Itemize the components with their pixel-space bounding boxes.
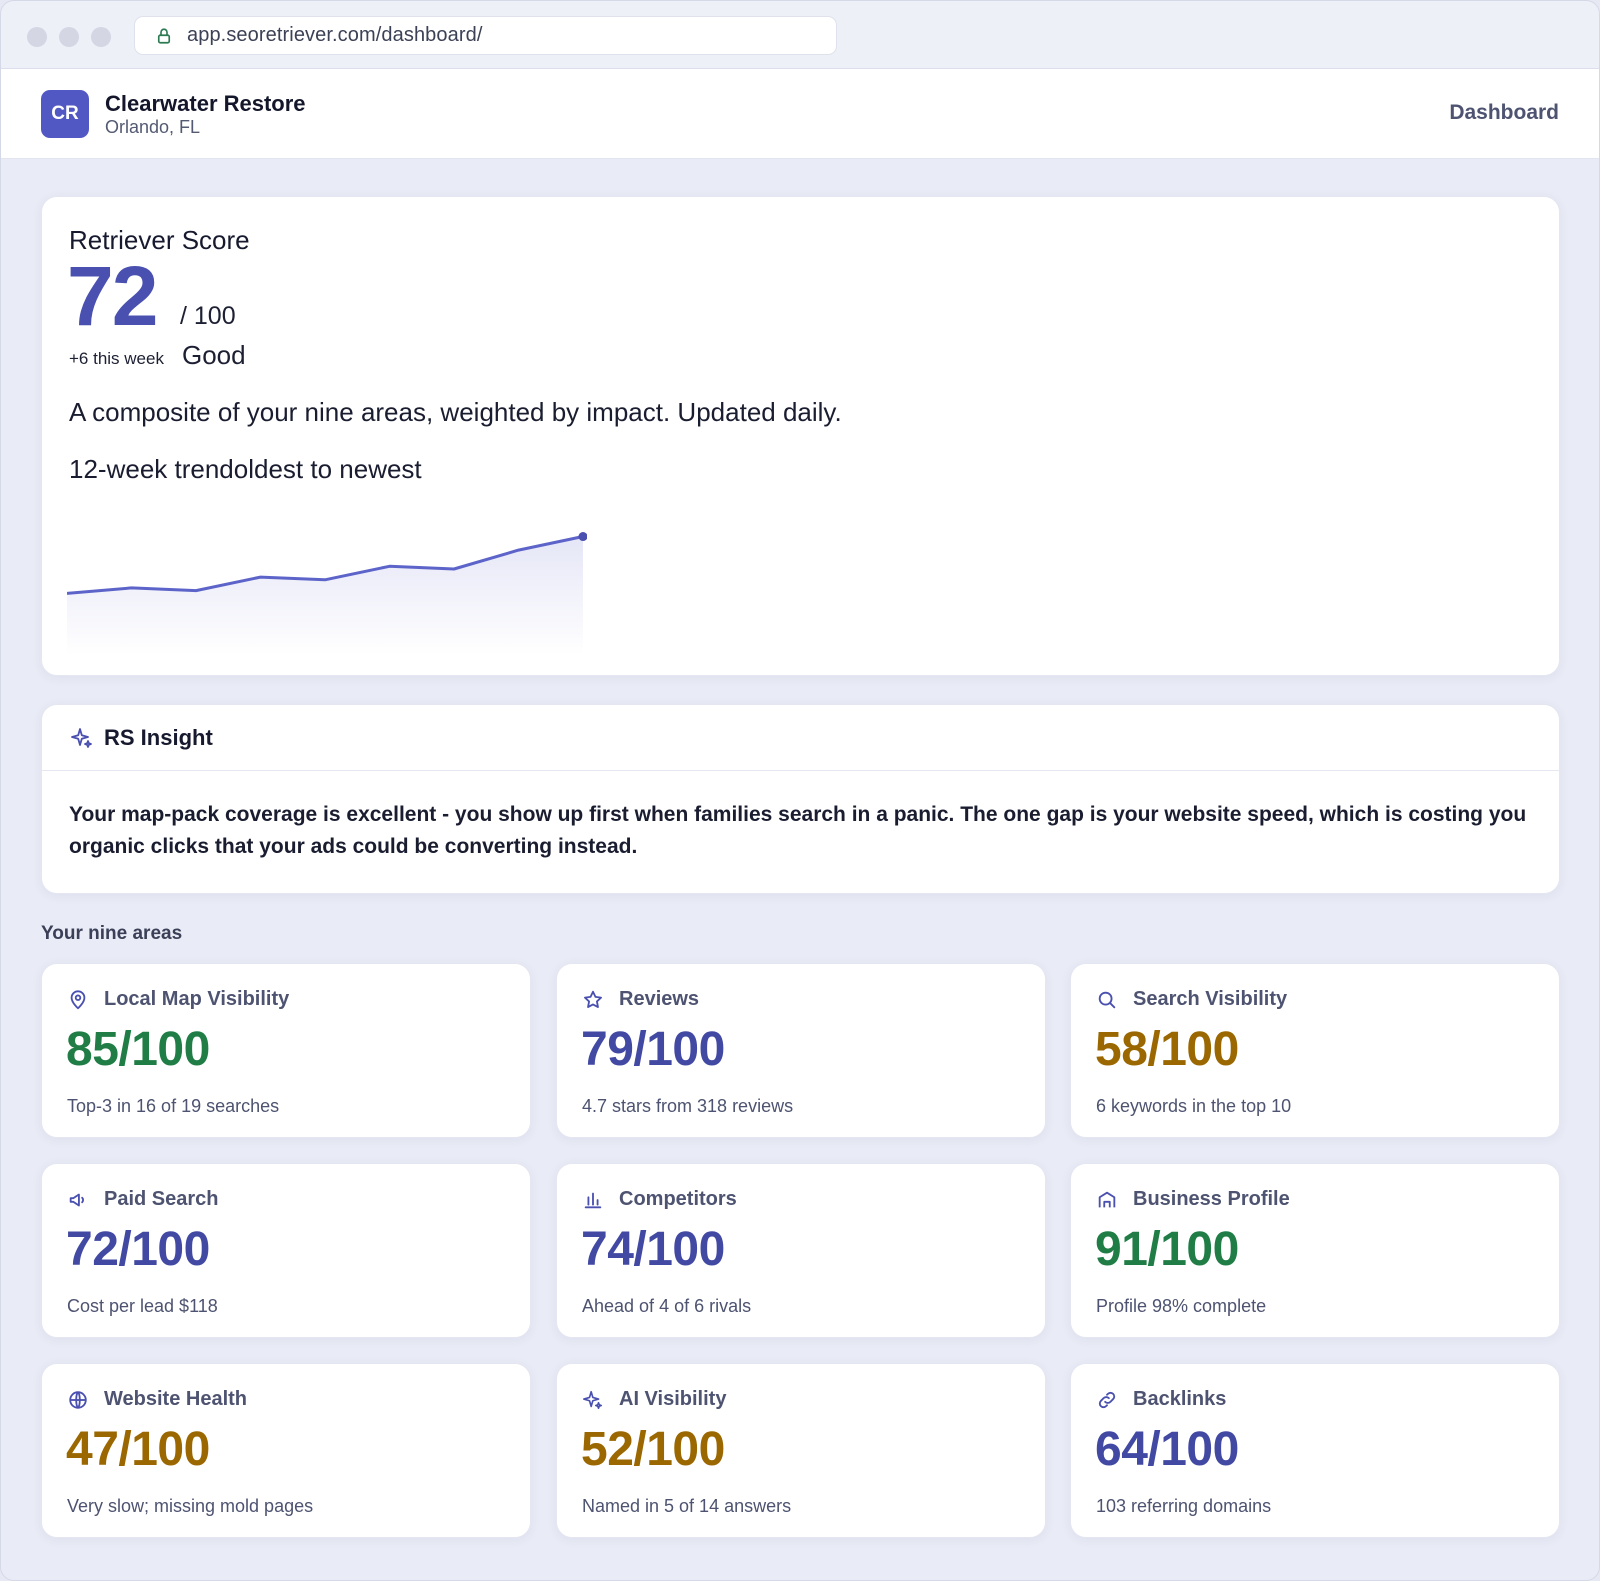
trend-area-fill (67, 536, 583, 655)
score-max: / 100 (180, 302, 236, 330)
sparkle-icon (583, 1390, 603, 1409)
area-card-backlinks[interactable]: Backlinks 64/100 103 referring domains (1070, 1363, 1560, 1538)
lock-icon (157, 28, 171, 44)
area-label: Reviews (619, 988, 700, 1010)
area-detail: Ahead of 4 of 6 rivals (582, 1296, 752, 1316)
area-detail: Profile 98% complete (1096, 1296, 1267, 1316)
area-score: 79/100 (581, 1023, 725, 1076)
nav-dashboard-link[interactable]: Dashboard (1449, 101, 1559, 124)
app-header: CR Clearwater Restore Orlando, FL Dashbo… (1, 69, 1599, 159)
sparkle-icon (71, 727, 92, 748)
area-score: 64/100 (1095, 1423, 1239, 1476)
rs-insight-card: RS Insight Your map-pack coverage is exc… (41, 704, 1560, 894)
window-maximize-dot[interactable] (91, 27, 111, 47)
browser-chrome: app.seoretriever.com/dashboard/ (1, 1, 1599, 69)
area-card-ai-visibility[interactable]: AI Visibility 52/100 Named in 5 of 14 an… (556, 1363, 1046, 1538)
insight-title: RS Insight (104, 724, 213, 750)
trend-title: 12-week trend (69, 454, 234, 484)
score-description: A composite of your nine areas, weighted… (69, 397, 842, 427)
insight-text: Your map-pack coverage is excellent - yo… (69, 803, 1527, 858)
area-score: 58/100 (1095, 1023, 1239, 1076)
globe-icon (69, 1390, 87, 1409)
area-detail: 103 referring domains (1096, 1496, 1272, 1516)
area-card-local-map-visibility[interactable]: Local Map Visibility 85/100 Top-3 in 16 … (41, 963, 531, 1138)
area-detail: Named in 5 of 14 answers (582, 1496, 792, 1516)
area-label: Business Profile (1133, 1188, 1290, 1210)
area-card-business-profile[interactable]: Business Profile 91/100 Profile 98% comp… (1070, 1163, 1560, 1338)
url-text[interactable]: app.seoretriever.com/dashboard/ (187, 24, 483, 46)
area-score: 47/100 (66, 1423, 210, 1476)
map-pin-icon (70, 989, 86, 1009)
storefront-icon (1098, 1191, 1116, 1207)
score-delta: +6 this week (69, 349, 164, 368)
megaphone-icon (69, 1193, 84, 1206)
area-card-competitors[interactable]: Competitors 74/100 Ahead of 4 of 6 rival… (556, 1163, 1046, 1338)
area-label: Website Health (104, 1388, 247, 1410)
area-label: Paid Search (104, 1188, 219, 1210)
trend-latest-point[interactable] (578, 532, 588, 542)
area-score: 52/100 (581, 1423, 725, 1476)
search-icon (1098, 991, 1116, 1008)
area-score: 74/100 (581, 1223, 725, 1276)
area-label: Backlinks (1133, 1388, 1227, 1410)
window-minimize-dot[interactable] (59, 27, 79, 47)
star-icon (584, 990, 602, 1008)
area-card-reviews[interactable]: Reviews 79/100 4.7 stars from 318 review… (556, 963, 1046, 1138)
area-detail: Top-3 in 16 of 19 searches (67, 1096, 280, 1116)
score-label: Retriever Score (69, 225, 250, 255)
score-status: Good (182, 340, 246, 370)
area-detail: 6 keywords in the top 10 (1096, 1096, 1292, 1116)
area-score: 91/100 (1095, 1223, 1239, 1276)
bar-chart-icon (584, 1192, 602, 1208)
area-score: 85/100 (66, 1023, 210, 1076)
area-label: Search Visibility (1133, 988, 1288, 1010)
areas-heading: Your nine areas (41, 923, 183, 944)
area-detail: Cost per lead $118 (67, 1296, 218, 1316)
area-detail: Very slow; missing mold pages (67, 1496, 314, 1516)
area-score: 72/100 (66, 1223, 210, 1276)
window-close-dot[interactable] (27, 27, 47, 47)
trend-subtitle: oldest to newest (233, 454, 422, 484)
area-label: AI Visibility (619, 1388, 727, 1410)
trend-line (67, 535, 584, 595)
business-location: Orlando, FL (105, 117, 201, 137)
area-card-paid-search[interactable]: Paid Search 72/100 Cost per lead $118 (41, 1163, 531, 1338)
score-value: 72 (67, 249, 158, 343)
area-card-website-health[interactable]: Website Health 47/100 Very slow; missing… (41, 1363, 531, 1538)
insight-header: RS Insight (42, 705, 1559, 771)
retriever-score-card: Retriever Score 72 / 100 +6 this week Go… (41, 196, 1560, 676)
area-detail: 4.7 stars from 318 reviews (582, 1096, 794, 1116)
link-icon (1098, 1391, 1116, 1408)
area-label: Competitors (619, 1188, 737, 1210)
business-name: Clearwater Restore (105, 91, 306, 116)
area-label: Local Map Visibility (104, 988, 290, 1010)
business-avatar[interactable]: CR (41, 90, 89, 138)
trend-sparkline (67, 532, 588, 655)
trend-heading: 12-week trendoldest to newest (69, 454, 422, 485)
area-card-search-visibility[interactable]: Search Visibility 58/100 6 keywords in t… (1070, 963, 1560, 1138)
address-bar[interactable]: app.seoretriever.com/dashboard/ (134, 16, 837, 55)
